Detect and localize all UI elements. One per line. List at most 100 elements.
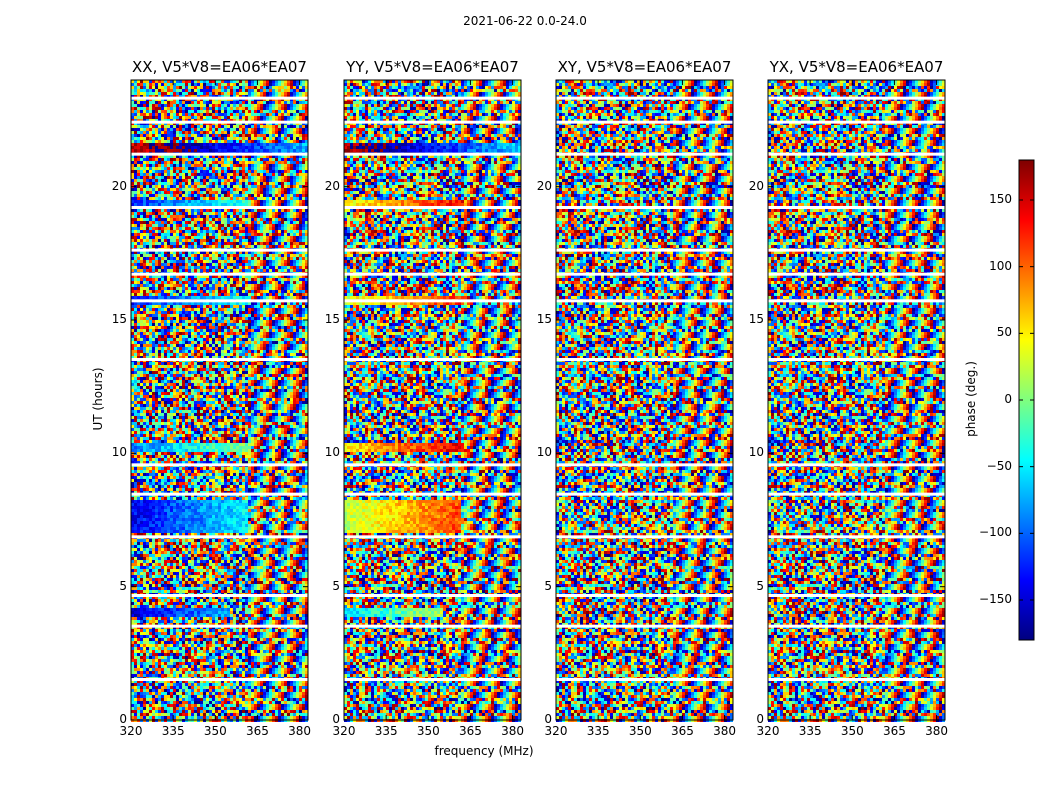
phase-cell: [134, 170, 137, 173]
phase-cell: [164, 143, 167, 146]
phase-cell: [272, 113, 275, 116]
phase-cell: [185, 212, 188, 215]
phase-cell: [209, 92, 212, 95]
phase-cell: [170, 179, 173, 182]
phase-cell: [179, 200, 182, 203]
phase-cell: [257, 149, 260, 152]
phase-cell: [197, 149, 200, 152]
phase-cell: [224, 185, 227, 188]
phase-cell: [236, 113, 239, 116]
phase-cell: [176, 212, 179, 215]
phase-cell: [146, 182, 149, 185]
phase-cell: [296, 146, 299, 149]
phase-cell: [146, 212, 149, 215]
phase-cell: [215, 176, 218, 179]
phase-cell: [254, 140, 257, 143]
phase-cell: [284, 194, 287, 197]
phase-cell: [137, 200, 140, 203]
phase-cell: [164, 146, 167, 149]
phase-cell: [146, 86, 149, 89]
phase-cell: [158, 194, 161, 197]
phase-cell: [263, 194, 266, 197]
phase-cell: [224, 86, 227, 89]
phase-cell: [203, 131, 206, 134]
phase-cell: [149, 209, 152, 212]
phase-cell: [230, 146, 233, 149]
phase-cell: [266, 125, 269, 128]
phase-cell: [164, 188, 167, 191]
phase-cell: [302, 149, 305, 152]
phase-cell: [272, 134, 275, 137]
phase-cell: [272, 194, 275, 197]
phase-cell: [191, 104, 194, 107]
phase-cell: [152, 131, 155, 134]
phase-cell: [242, 125, 245, 128]
phase-cell: [269, 182, 272, 185]
phase-cell: [206, 134, 209, 137]
phase-cell: [281, 170, 284, 173]
phase-cell: [233, 197, 236, 200]
phase-cell: [221, 143, 224, 146]
phase-cell: [242, 209, 245, 212]
phase-cell: [302, 107, 305, 110]
phase-cell: [281, 86, 284, 89]
phase-cell: [215, 89, 218, 92]
phase-cell: [284, 161, 287, 164]
phase-cell: [278, 86, 281, 89]
phase-cell: [299, 143, 302, 146]
phase-cell: [215, 158, 218, 161]
phase-cell: [293, 107, 296, 110]
phase-cell: [287, 149, 290, 152]
phase-cell: [182, 209, 185, 212]
phase-cell: [218, 203, 221, 206]
phase-cell: [182, 83, 185, 86]
phase-cell: [263, 176, 266, 179]
phase-cell: [266, 170, 269, 173]
phase-cell: [179, 188, 182, 191]
phase-cell: [275, 173, 278, 176]
phase-cell: [185, 113, 188, 116]
phase-cell: [242, 188, 245, 191]
phase-cell: [254, 143, 257, 146]
phase-cell: [302, 86, 305, 89]
phase-cell: [212, 212, 215, 215]
phase-cell: [143, 164, 146, 167]
phase-cell: [185, 110, 188, 113]
phase-cell: [158, 140, 161, 143]
phase-cell: [167, 140, 170, 143]
phase-cell: [224, 161, 227, 164]
phase-cell: [164, 125, 167, 128]
phase-cell: [161, 101, 164, 104]
phase-cell: [269, 146, 272, 149]
phase-cell: [155, 164, 158, 167]
phase-cell: [152, 164, 155, 167]
phase-cell: [167, 209, 170, 212]
phase-cell: [158, 137, 161, 140]
phase-cell: [215, 149, 218, 152]
phase-cell: [215, 203, 218, 206]
phase-cell: [149, 197, 152, 200]
phase-cell: [302, 200, 305, 203]
phase-cell: [161, 197, 164, 200]
phase-cell: [173, 86, 176, 89]
phase-cell: [218, 86, 221, 89]
phase-cell: [149, 194, 152, 197]
phase-cell: [251, 101, 254, 104]
phase-cell: [170, 134, 173, 137]
phase-cell: [209, 89, 212, 92]
phase-cell: [191, 167, 194, 170]
phase-cell: [215, 143, 218, 146]
phase-cell: [143, 137, 146, 140]
phase-cell: [170, 146, 173, 149]
phase-cell: [197, 104, 200, 107]
phase-cell: [239, 164, 242, 167]
phase-cell: [275, 83, 278, 86]
phase-cell: [218, 140, 221, 143]
phase-cell: [164, 161, 167, 164]
phase-cell: [173, 194, 176, 197]
phase-cell: [179, 212, 182, 215]
phase-cell: [185, 164, 188, 167]
phase-cell: [254, 86, 257, 89]
phase-cell: [134, 137, 137, 140]
phase-cell: [260, 170, 263, 173]
